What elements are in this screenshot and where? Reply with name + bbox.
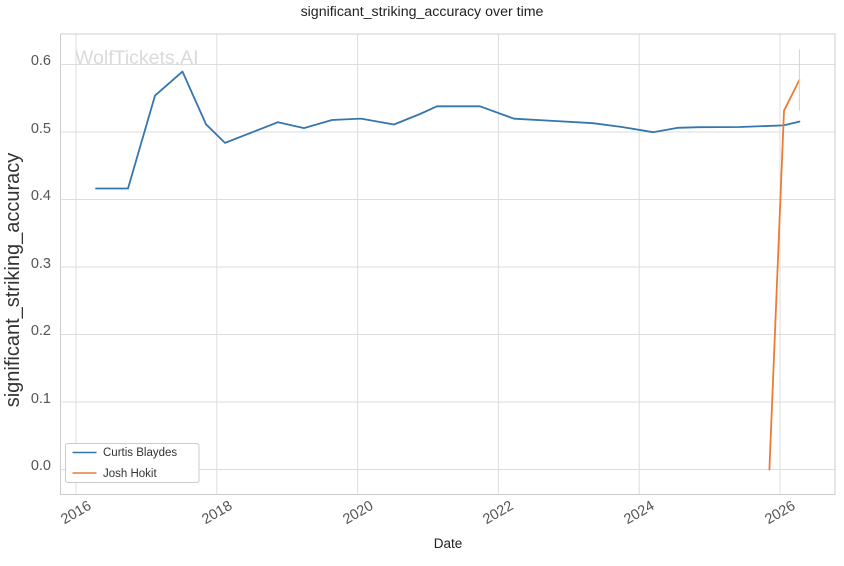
svg-text:Curtis Blaydes: Curtis Blaydes (103, 447, 177, 459)
svg-text:Josh Hokit: Josh Hokit (103, 468, 157, 480)
